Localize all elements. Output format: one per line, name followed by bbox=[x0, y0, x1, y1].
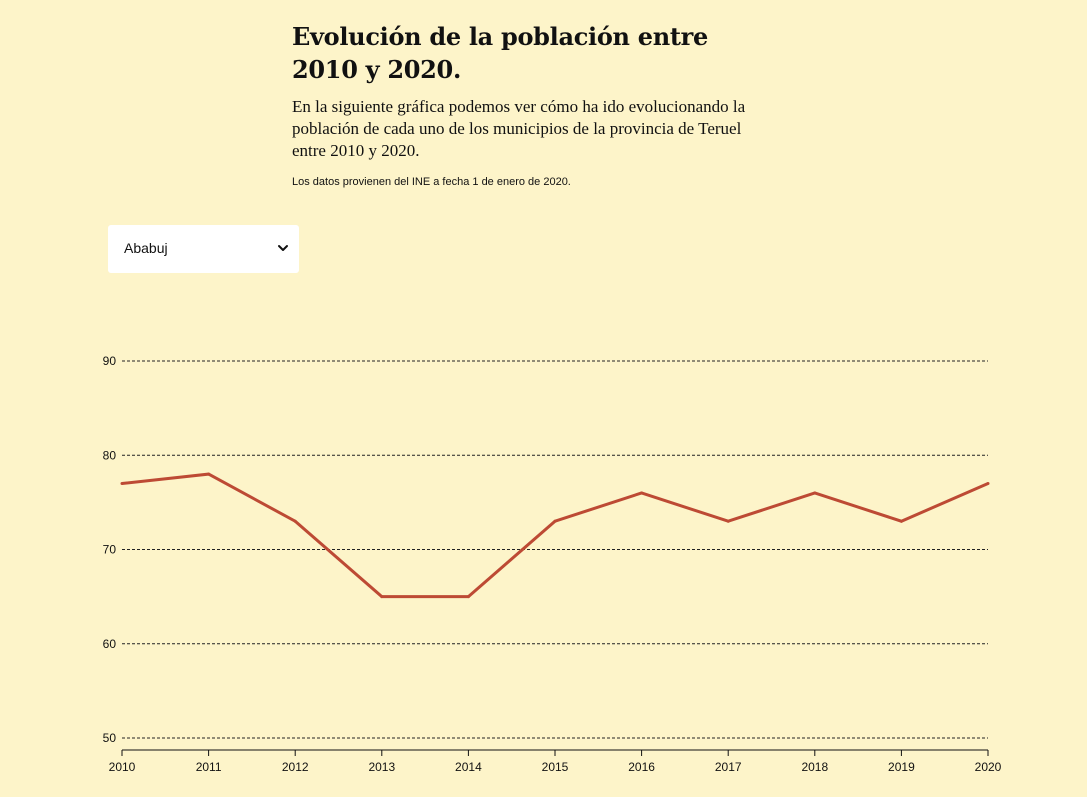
x-tick-label: 2015 bbox=[542, 760, 569, 774]
municipality-select[interactable]: Ababuj bbox=[108, 225, 299, 273]
data-point bbox=[986, 482, 990, 486]
data-point bbox=[120, 482, 124, 486]
data-point bbox=[813, 491, 817, 495]
page-subtitle: En la siguiente gráfica podemos ver cómo… bbox=[292, 97, 746, 160]
x-tick-label: 2014 bbox=[455, 760, 482, 774]
x-tick-label: 2017 bbox=[715, 760, 742, 774]
data-point bbox=[207, 472, 211, 476]
data-point bbox=[640, 491, 644, 495]
x-tick-label: 2020 bbox=[975, 760, 1002, 774]
data-point bbox=[726, 519, 730, 523]
chevron-down-icon bbox=[278, 245, 288, 251]
series-line bbox=[121, 472, 989, 599]
y-tick-label: 70 bbox=[103, 543, 117, 557]
municipality-select-value: Ababuj bbox=[124, 240, 168, 256]
y-tick-label: 90 bbox=[103, 354, 117, 368]
x-tick-label: 2013 bbox=[368, 760, 395, 774]
x-tick-label: 2019 bbox=[888, 760, 915, 774]
y-tick-label: 50 bbox=[103, 731, 117, 745]
y-tick-label: 60 bbox=[103, 637, 117, 651]
x-tick-label: 2018 bbox=[801, 760, 828, 774]
source-note: Los datos provienen del INE a fecha 1 de… bbox=[292, 176, 571, 188]
x-tick-label: 2010 bbox=[109, 760, 136, 774]
data-point bbox=[293, 519, 297, 523]
data-point bbox=[899, 519, 903, 523]
page-title: Evolución de la población entre 2010 y 2… bbox=[292, 22, 708, 84]
x-tick-label: 2012 bbox=[282, 760, 309, 774]
data-point bbox=[466, 595, 470, 599]
x-tick-label: 2011 bbox=[196, 760, 222, 774]
data-point bbox=[380, 595, 384, 599]
y-tick-label: 80 bbox=[103, 448, 117, 462]
data-point bbox=[553, 519, 557, 523]
x-tick-label: 2016 bbox=[628, 760, 655, 774]
header: Evolución de la población entre 2010 y 2… bbox=[292, 20, 772, 188]
